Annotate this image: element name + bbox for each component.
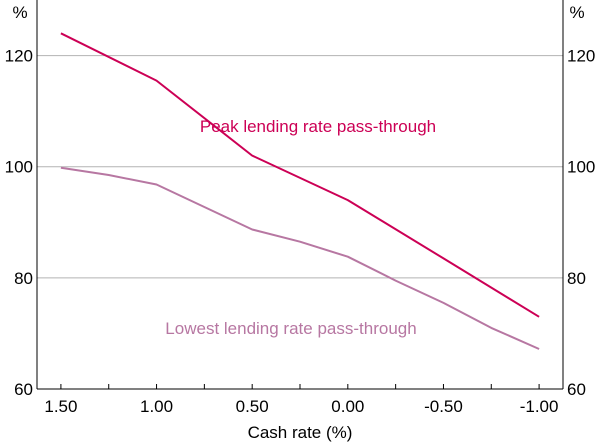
y-axis-left-unit: % (12, 3, 27, 22)
y-tick-label-right: 120 (567, 47, 595, 66)
x-tick-label: 0.00 (331, 397, 364, 416)
x-tick-label: 0.50 (236, 397, 269, 416)
y-tick-label-right: 60 (567, 380, 586, 399)
y-tick-label-right: 80 (567, 269, 586, 288)
gridlines (37, 55, 563, 279)
y-axis-right: 60 80 100 120 (567, 47, 595, 399)
series-lines (60, 32, 540, 350)
y-tick-label-left: 120 (5, 47, 33, 66)
x-tick-label: 1.50 (44, 397, 77, 416)
y-tick-label-left: 80 (14, 269, 33, 288)
series-label-lowest: Lowest lending rate pass-through (165, 319, 416, 338)
series-label-peak: Peak lending rate pass-through (200, 117, 436, 136)
y-axis-left: 60 80 100 120 (5, 47, 33, 399)
y-tick-label-left: 100 (5, 158, 33, 177)
x-tick-label: -0.50 (424, 397, 463, 416)
y-tick-label-left: 60 (14, 380, 33, 399)
x-tick-label: 1.00 (140, 397, 173, 416)
x-axis: 1.50 1.00 0.50 0.00 -0.50 -1.00 (44, 384, 558, 416)
x-axis-title: Cash rate (%) (248, 423, 353, 442)
series-line-lowest (60, 166, 540, 350)
y-tick-label-right: 100 (567, 158, 595, 177)
x-tick-label: -1.00 (520, 397, 559, 416)
series-line-peak (60, 32, 540, 318)
y-axis-right-unit: % (569, 3, 584, 22)
